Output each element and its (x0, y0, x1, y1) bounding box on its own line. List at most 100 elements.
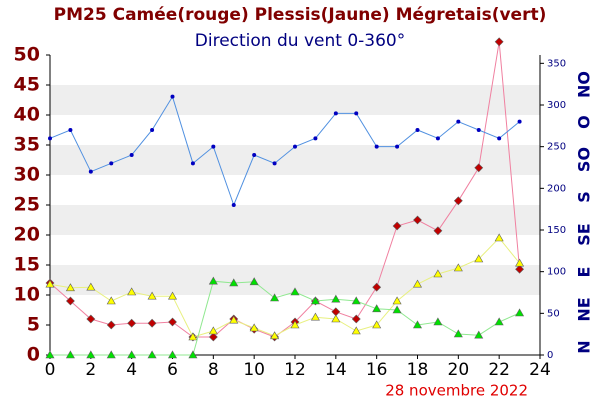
point (106, 350, 116, 359)
point (86, 314, 96, 324)
x-tick-label: 0 (45, 360, 56, 380)
point (65, 350, 75, 359)
point (413, 215, 422, 225)
point (147, 350, 157, 359)
point (270, 331, 280, 340)
point (252, 153, 257, 157)
x-tick-label: 10 (243, 360, 265, 380)
chart-subtitle: Direction du vent 0-360° (195, 31, 405, 51)
point (45, 279, 55, 288)
point (374, 144, 379, 149)
point (354, 111, 359, 116)
grid-band (50, 85, 540, 115)
y2-tick-label: 150 (547, 225, 566, 236)
point (45, 350, 55, 359)
y-tick-label: 15 (14, 254, 40, 276)
chart-title: PM25 Camée(rouge) Plessis(Jaune) Mégreta… (54, 5, 547, 25)
point (168, 317, 177, 327)
y-tick-label: 5 (27, 314, 40, 336)
point (456, 119, 461, 124)
y2-tick-label: 300 (547, 100, 566, 111)
point (170, 94, 175, 99)
compass-label: E (575, 267, 594, 278)
point (147, 318, 157, 328)
point (372, 304, 382, 313)
point (497, 136, 502, 141)
point (310, 296, 320, 305)
compass-label: S (575, 191, 594, 203)
point (415, 128, 420, 132)
point (272, 161, 277, 166)
x-tick-label: 20 (448, 360, 470, 380)
point (453, 263, 463, 272)
point (65, 283, 75, 292)
point (351, 326, 361, 335)
point (249, 323, 259, 332)
point (453, 196, 463, 206)
point (494, 37, 504, 47)
y2-tick-label: 50 (547, 308, 560, 319)
point (433, 269, 443, 278)
point (68, 128, 73, 132)
point (249, 277, 259, 286)
y2-tick-label: 250 (547, 142, 566, 153)
point (167, 350, 178, 359)
point (229, 315, 239, 324)
point (433, 317, 443, 326)
point (290, 287, 300, 296)
point (150, 128, 155, 132)
point (435, 136, 440, 141)
point (392, 296, 402, 305)
compass-label: NE (575, 297, 594, 321)
x-tick-label: 6 (167, 360, 178, 380)
x-tick-label: 22 (488, 360, 510, 380)
point (476, 128, 481, 132)
y-tick-label: 45 (14, 74, 40, 96)
y-tick-label: 10 (14, 284, 40, 306)
point (412, 279, 423, 288)
y-tick-label: 25 (14, 194, 40, 216)
point (515, 308, 525, 317)
point (331, 314, 341, 323)
compass-label: NO (575, 71, 594, 98)
point (331, 294, 341, 303)
point (229, 278, 239, 287)
point (106, 320, 116, 330)
point (515, 264, 525, 274)
point (290, 320, 300, 329)
point (231, 203, 236, 207)
point (65, 296, 75, 306)
point (313, 136, 318, 141)
x-tick-label: 4 (126, 360, 137, 380)
point (270, 293, 280, 302)
point (372, 282, 382, 292)
compass-label: SO (575, 147, 594, 172)
point (395, 144, 400, 149)
compass-label: O (575, 115, 594, 129)
point (129, 153, 134, 157)
date-label: 28 novembre 2022 (385, 382, 528, 400)
point (127, 287, 137, 296)
y2-tick-label: 0 (547, 350, 553, 361)
point (86, 350, 96, 359)
x-tick-label: 24 (529, 360, 551, 380)
point (494, 317, 504, 326)
point (147, 291, 157, 300)
compass-label: SE (575, 223, 594, 245)
point (190, 161, 195, 166)
grid-band (50, 205, 540, 235)
point (474, 254, 484, 263)
y-tick-label: 50 (14, 44, 40, 66)
point (351, 296, 361, 305)
y2-tick-label: 350 (547, 58, 566, 69)
grid-band (50, 145, 540, 175)
point (351, 314, 361, 324)
point (208, 332, 218, 342)
point (453, 329, 463, 338)
point (188, 350, 198, 359)
y-tick-label: 40 (14, 104, 40, 126)
point (48, 136, 52, 141)
point (517, 119, 522, 124)
point (392, 305, 402, 314)
